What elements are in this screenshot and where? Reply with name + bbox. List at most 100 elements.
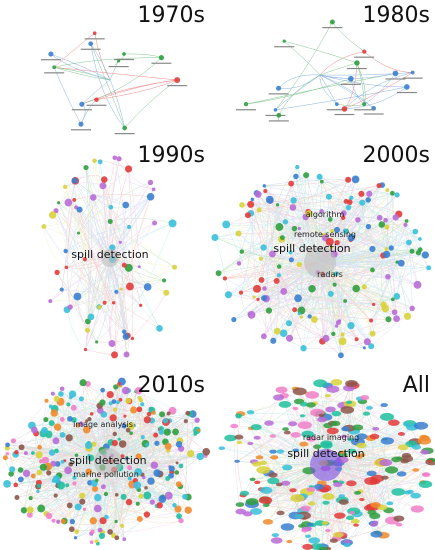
edge — [344, 62, 358, 110]
edge — [114, 390, 129, 444]
node — [50, 409, 58, 417]
panel-title: 1990s — [138, 143, 205, 168]
node — [113, 384, 119, 390]
edge — [96, 79, 178, 100]
edge — [58, 419, 198, 522]
edge — [54, 66, 111, 81]
edge — [349, 201, 384, 256]
node — [281, 480, 291, 486]
node — [154, 440, 160, 446]
edge — [303, 255, 384, 349]
node — [52, 65, 57, 70]
node — [325, 237, 334, 246]
edge — [70, 280, 165, 308]
edge — [252, 199, 315, 320]
edge — [109, 257, 160, 329]
edge — [336, 462, 382, 539]
edge — [99, 161, 154, 190]
edge — [239, 441, 359, 505]
edge — [226, 224, 333, 233]
node — [35, 451, 43, 459]
node — [202, 447, 211, 456]
node — [329, 538, 338, 543]
node — [72, 475, 77, 480]
node — [14, 494, 20, 500]
node — [150, 461, 158, 469]
edge — [79, 209, 114, 303]
edge — [64, 186, 86, 260]
node — [325, 528, 331, 533]
edge — [342, 202, 363, 342]
node — [107, 529, 113, 535]
node-label — [151, 62, 172, 64]
node — [341, 106, 348, 112]
edge — [94, 160, 111, 259]
node-label — [340, 83, 361, 85]
node — [20, 507, 28, 514]
edge — [351, 440, 388, 513]
node — [48, 211, 57, 219]
node — [413, 280, 422, 289]
node — [26, 506, 34, 514]
edge — [247, 215, 280, 276]
edge — [87, 383, 150, 415]
node — [129, 431, 133, 435]
node — [50, 391, 55, 396]
node-label — [114, 58, 135, 61]
node — [406, 489, 414, 494]
edge — [48, 451, 207, 517]
node — [2, 455, 8, 461]
node — [85, 468, 93, 476]
edge — [119, 419, 198, 440]
edge — [128, 168, 134, 339]
node — [235, 502, 245, 507]
edge — [38, 433, 115, 486]
node — [67, 416, 73, 422]
node — [68, 526, 75, 533]
edge — [15, 454, 179, 485]
node — [59, 431, 66, 438]
node — [347, 322, 355, 330]
node — [265, 195, 274, 204]
node — [37, 504, 46, 513]
edge — [94, 160, 121, 243]
node — [403, 312, 412, 320]
node — [310, 315, 318, 323]
node — [101, 176, 108, 183]
edge — [150, 453, 191, 482]
node — [222, 276, 227, 281]
node — [292, 387, 307, 396]
edge — [101, 430, 199, 537]
node-label — [84, 38, 105, 40]
edges — [50, 33, 178, 129]
node — [64, 265, 69, 270]
node — [239, 490, 250, 496]
edge — [278, 228, 300, 276]
node-label — [70, 129, 91, 131]
node — [306, 487, 316, 492]
node-label — [114, 133, 135, 135]
node — [286, 540, 293, 544]
node-label — [167, 85, 188, 87]
node — [288, 180, 295, 187]
edge — [391, 224, 406, 249]
edge — [321, 415, 348, 542]
edge — [68, 470, 163, 500]
edge — [49, 515, 92, 543]
edge — [39, 406, 52, 448]
edge — [109, 257, 127, 355]
edge — [114, 430, 199, 435]
edge — [58, 202, 113, 344]
edge — [272, 199, 369, 255]
edge — [103, 493, 111, 533]
edge — [54, 33, 95, 68]
node — [222, 220, 231, 229]
node — [109, 414, 117, 422]
edge — [314, 478, 378, 541]
node — [87, 313, 95, 321]
node — [342, 228, 349, 234]
edge — [15, 484, 73, 522]
node — [65, 434, 73, 442]
node — [72, 197, 77, 202]
node — [380, 301, 387, 308]
